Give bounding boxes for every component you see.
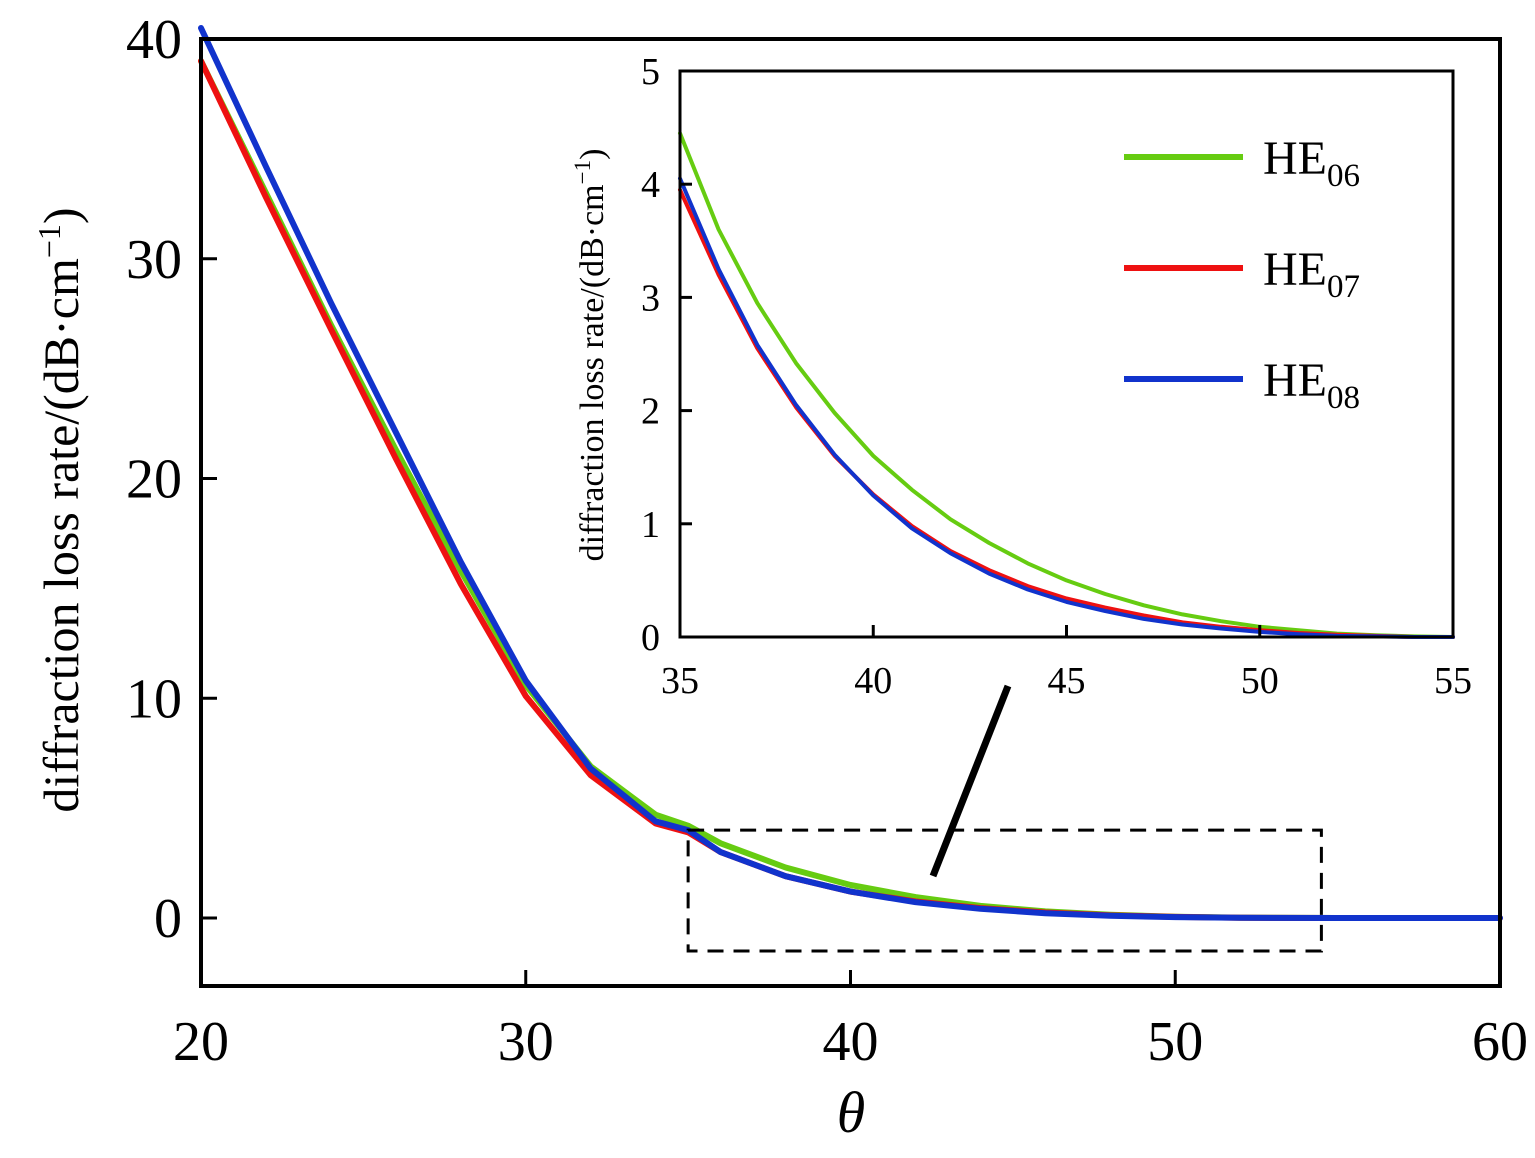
main-y-tick-label: 20: [126, 449, 182, 511]
main-x-tick-label: 60: [1472, 1011, 1528, 1073]
inset-y-tick-label: 3: [641, 277, 660, 319]
legend-label-base: HE: [1263, 132, 1327, 185]
zoom-connector-line: [929, 684, 1012, 878]
inset-x-tick-label: 50: [1241, 660, 1279, 702]
main-y-tick-label: 40: [126, 9, 182, 71]
main-y-tick-label: 10: [126, 668, 182, 730]
inset-y-axis-label-superscript: −1: [570, 160, 595, 184]
inset-y-tick-label: 4: [641, 164, 660, 206]
inset-y-axis-label: diffraction loss rate/(dB·cm−1): [570, 149, 611, 562]
inset-y-axis-label-close: ): [574, 149, 611, 160]
zoom-region-box: [686, 828, 1323, 953]
inset-y-tick-label: 5: [641, 51, 660, 93]
y-axis-label-close: ): [33, 207, 89, 224]
legend-label-subscript: 07: [1327, 269, 1360, 305]
legend-label-he06: HE06: [1263, 132, 1360, 194]
inset-x-tick-label: 45: [1048, 660, 1086, 702]
y-axis-label-superscript: −1: [31, 224, 67, 258]
legend-label-base: HE: [1263, 243, 1327, 296]
main-y-tick-label: 0: [154, 888, 182, 950]
inset-y-tick-label: 1: [641, 504, 660, 546]
main-series-group: [198, 25, 1503, 921]
inset-x-tick-label: 40: [854, 660, 892, 702]
x-axis-label: θ: [837, 1080, 866, 1145]
inset-y-axis-label-text: diffraction loss rate/(dB·cm: [574, 184, 611, 561]
legend-label-base: HE: [1263, 354, 1327, 407]
inset-series-he08: [678, 176, 1455, 639]
main-x-tick-label: 40: [823, 1011, 879, 1073]
main-x-tick-label: 20: [173, 1011, 229, 1073]
inset-y-tick-label: 2: [641, 391, 660, 433]
inset-background: [680, 71, 1453, 637]
main-x-tick-label: 30: [498, 1011, 554, 1073]
y-axis-label: diffraction loss rate/(dB·cm−1): [31, 207, 89, 812]
legend-label-he08: HE08: [1263, 354, 1360, 416]
legend-label-he07: HE07: [1263, 243, 1360, 305]
main-y-tick-label: 30: [126, 229, 182, 291]
y-axis-label-text: diffraction loss rate/(dB·cm: [33, 258, 89, 813]
inset-series-group: [678, 131, 1455, 639]
legend-label-subscript: 08: [1327, 380, 1360, 416]
inset-x-tick-label: 55: [1434, 660, 1472, 702]
main-series-he08: [198, 25, 1503, 921]
legend-label-subscript: 06: [1327, 158, 1360, 194]
inset-y-tick-label: 0: [641, 617, 660, 659]
inset-x-tick-label: 35: [661, 660, 699, 702]
main-x-tick-label: 50: [1147, 1011, 1203, 1073]
